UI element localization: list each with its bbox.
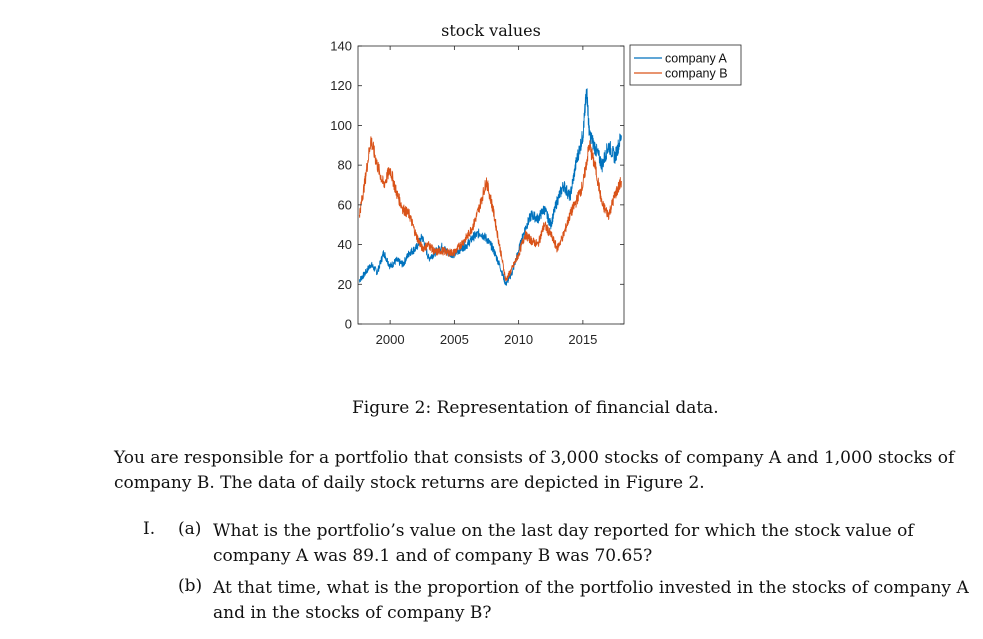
- question-number: I.: [143, 519, 156, 539]
- question-b-text: At that time, what is the proportion of …: [213, 578, 969, 623]
- x-tick-label: 2000: [376, 332, 405, 347]
- legend-box: [629, 44, 742, 86]
- y-tick-label: 120: [330, 78, 352, 93]
- problem-paragraph: You are responsible for a portfolio that…: [114, 448, 955, 493]
- x-tick-label: 2015: [568, 332, 597, 347]
- chart-title: stock values: [441, 21, 541, 40]
- y-tick-label: 40: [338, 237, 352, 252]
- question-a-text: What is the portfolio’s value on the las…: [213, 521, 914, 566]
- question-a-label: (a): [178, 519, 202, 539]
- legend-label: company B: [665, 67, 728, 81]
- stock-values-chart: 0 20 40 60 80 100 120 140 2000 2005 2010 2015 stock …: [330, 21, 742, 347]
- x-tick-label: 2005: [440, 332, 469, 347]
- y-tick-label: 140: [330, 39, 352, 54]
- y-tick-label: 60: [338, 197, 352, 212]
- y-tick-label: 0: [345, 317, 352, 332]
- question-b-label: (b): [178, 576, 203, 596]
- y-tick-label: 100: [330, 118, 352, 133]
- y-tick-label: 20: [338, 277, 352, 292]
- figure-caption: Figure 2: Representation of financial da…: [352, 398, 719, 418]
- plot-area: [357, 45, 625, 325]
- y-tick-label: 80: [338, 158, 352, 173]
- series-line-company-b: [358, 136, 622, 282]
- x-tick-label: 2010: [504, 332, 533, 347]
- legend-label: company A: [665, 52, 728, 66]
- series-line-company-a: [358, 88, 622, 286]
